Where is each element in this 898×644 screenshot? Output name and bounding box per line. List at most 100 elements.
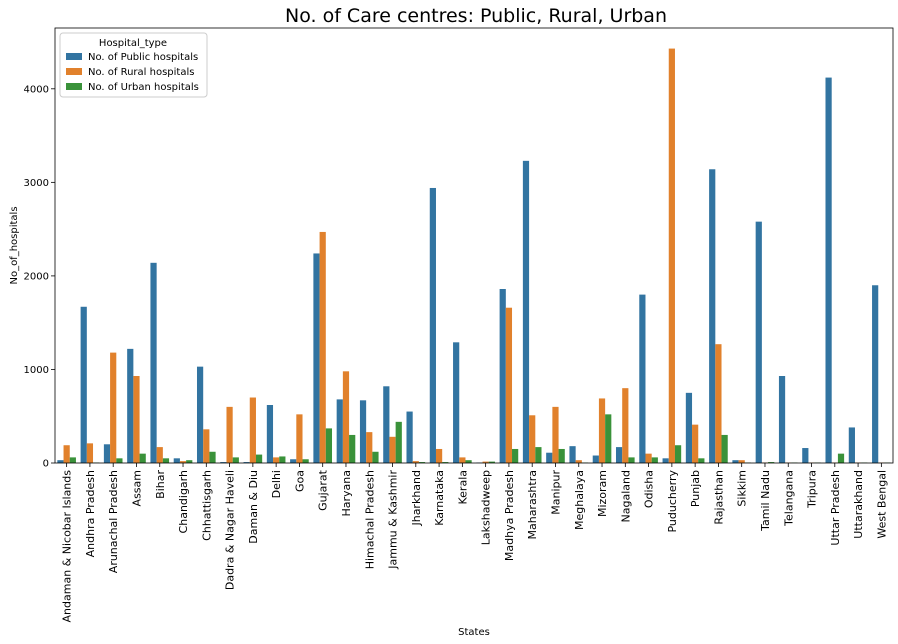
legend-title: Hospital_type [99, 38, 167, 49]
bar-0-20 [522, 160, 530, 463]
bar-0-15 [406, 411, 413, 463]
bar-1-5 [179, 461, 187, 463]
x-tick-label-19: Madhya Pradesh [503, 470, 516, 561]
chart-title: No. of Care centres: Public, Rural, Urba… [285, 5, 667, 27]
x-tick-label-14: Jammu & Kashmir [387, 470, 400, 570]
bar-1-13 [366, 432, 373, 463]
x-tick-label-3: Assam [130, 470, 143, 506]
bar-2-5 [186, 460, 193, 463]
bar-2-33 [837, 453, 845, 463]
bar-1-16 [435, 448, 443, 463]
x-tick-label-23: Mizoram [596, 470, 609, 517]
legend-entry-0: No. of Public hospitals [88, 52, 198, 63]
bar-1-22 [575, 460, 582, 463]
x-tick-label-28: Rajasthan [712, 470, 725, 525]
bar-2-9 [279, 456, 286, 463]
bar-0-12 [336, 399, 343, 463]
bar-1-0 [63, 445, 70, 463]
bar-1-12 [342, 371, 350, 463]
bar-2-27 [698, 458, 705, 463]
bar-0-35 [872, 285, 879, 463]
y-tick-label-0: 0 [43, 459, 49, 470]
bar-1-18 [482, 461, 489, 463]
bar-1-25 [645, 453, 652, 463]
bar-2-24 [628, 457, 635, 463]
bar-0-22 [569, 446, 576, 463]
bar-2-25 [651, 457, 658, 463]
x-tick-label-32: Tripura [806, 470, 819, 509]
bar-1-10 [296, 414, 303, 463]
bar-1-21 [552, 406, 559, 463]
bar-1-26 [668, 48, 675, 463]
bar-2-16 [442, 462, 449, 463]
bar-2-12 [349, 434, 356, 463]
legend-swatch-1 [66, 68, 82, 75]
y-axis-label: No_of_hospitals [9, 206, 20, 284]
bar-2-13 [372, 451, 379, 463]
bar-0-14 [383, 386, 390, 463]
x-tick-label-26: Puducherry [666, 470, 679, 533]
bar-2-26 [674, 445, 682, 463]
x-tick-label-1: Andhra Pradesh [84, 470, 97, 557]
bar-1-9 [273, 457, 280, 463]
x-tick-label-0: Andaman & Nicobar Islands [61, 470, 74, 623]
bar-2-23 [605, 414, 612, 463]
bar-0-9 [266, 405, 274, 463]
bar-0-28 [709, 169, 716, 463]
x-tick-label-30: Tamil Nadu [759, 470, 772, 532]
bar-2-4 [162, 458, 170, 463]
bar-0-30 [755, 221, 762, 463]
bar-2-7 [232, 457, 239, 463]
bar-1-1 [86, 443, 94, 463]
x-tick-label-22: Meghalaya [573, 470, 586, 530]
legend-swatch-0 [66, 53, 82, 60]
bar-1-15 [412, 461, 419, 463]
bar-0-34 [848, 427, 855, 463]
bar-1-7 [226, 406, 233, 463]
y-tick-label-4: 4000 [24, 84, 49, 95]
bar-1-4 [156, 447, 163, 463]
x-axis: Andaman & Nicobar Islands Andhra Pradesh A… [61, 463, 888, 623]
x-axis-label: States [458, 627, 490, 638]
x-tick-label-34: Uttarakhand [852, 470, 865, 539]
bar-0-23 [592, 455, 599, 463]
bar-2-8 [255, 454, 263, 463]
bar-1-23 [598, 398, 606, 463]
legend-entry-2: No. of Urban hospitals [88, 82, 199, 93]
bar-0-2 [103, 444, 111, 463]
bar-2-20 [535, 447, 542, 463]
x-tick-label-13: Himachal Pradesh [363, 470, 376, 569]
bar-2-28 [721, 434, 728, 463]
x-tick-label-25: Odisha [643, 470, 656, 508]
bar-0-25 [639, 294, 646, 463]
y-tick-label-2: 2000 [24, 271, 49, 282]
bar-0-32 [802, 448, 809, 463]
x-tick-label-21: Manipur [549, 470, 562, 515]
bar-2-0 [69, 457, 76, 463]
x-tick-label-33: Uttar Pradesh [829, 470, 842, 546]
x-tick-label-8: Daman & Diu [247, 470, 260, 544]
x-tick-label-31: Telangana [782, 470, 795, 527]
x-tick-label-2: Arunachal Pradesh [107, 470, 120, 573]
bar-2-3 [139, 453, 146, 463]
bar-0-33 [825, 77, 832, 463]
x-tick-label-15: Jharkhand [410, 470, 423, 527]
bar-2-10 [302, 459, 309, 463]
bar-0-21 [546, 452, 553, 463]
bar-1-28 [715, 344, 722, 463]
bar-1-24 [622, 388, 629, 463]
bar-2-17 [465, 460, 472, 463]
x-tick-label-12: Haryana [340, 470, 353, 517]
bar-1-17 [459, 457, 466, 463]
bar-2-15 [418, 462, 426, 463]
bar-2-30 [768, 462, 775, 463]
legend-swatch-2 [66, 83, 82, 90]
x-tick-label-6: Chhattisgarh [200, 470, 213, 541]
bar-2-2 [116, 458, 123, 463]
bar-0-13 [359, 400, 367, 463]
bar-0-24 [615, 447, 623, 463]
legend: Hospital_type No. of Public hospitals No. … [59, 32, 208, 98]
bar-0-19 [499, 289, 506, 463]
bar-0-10 [290, 459, 297, 463]
x-tick-label-9: Delhi [270, 470, 283, 498]
